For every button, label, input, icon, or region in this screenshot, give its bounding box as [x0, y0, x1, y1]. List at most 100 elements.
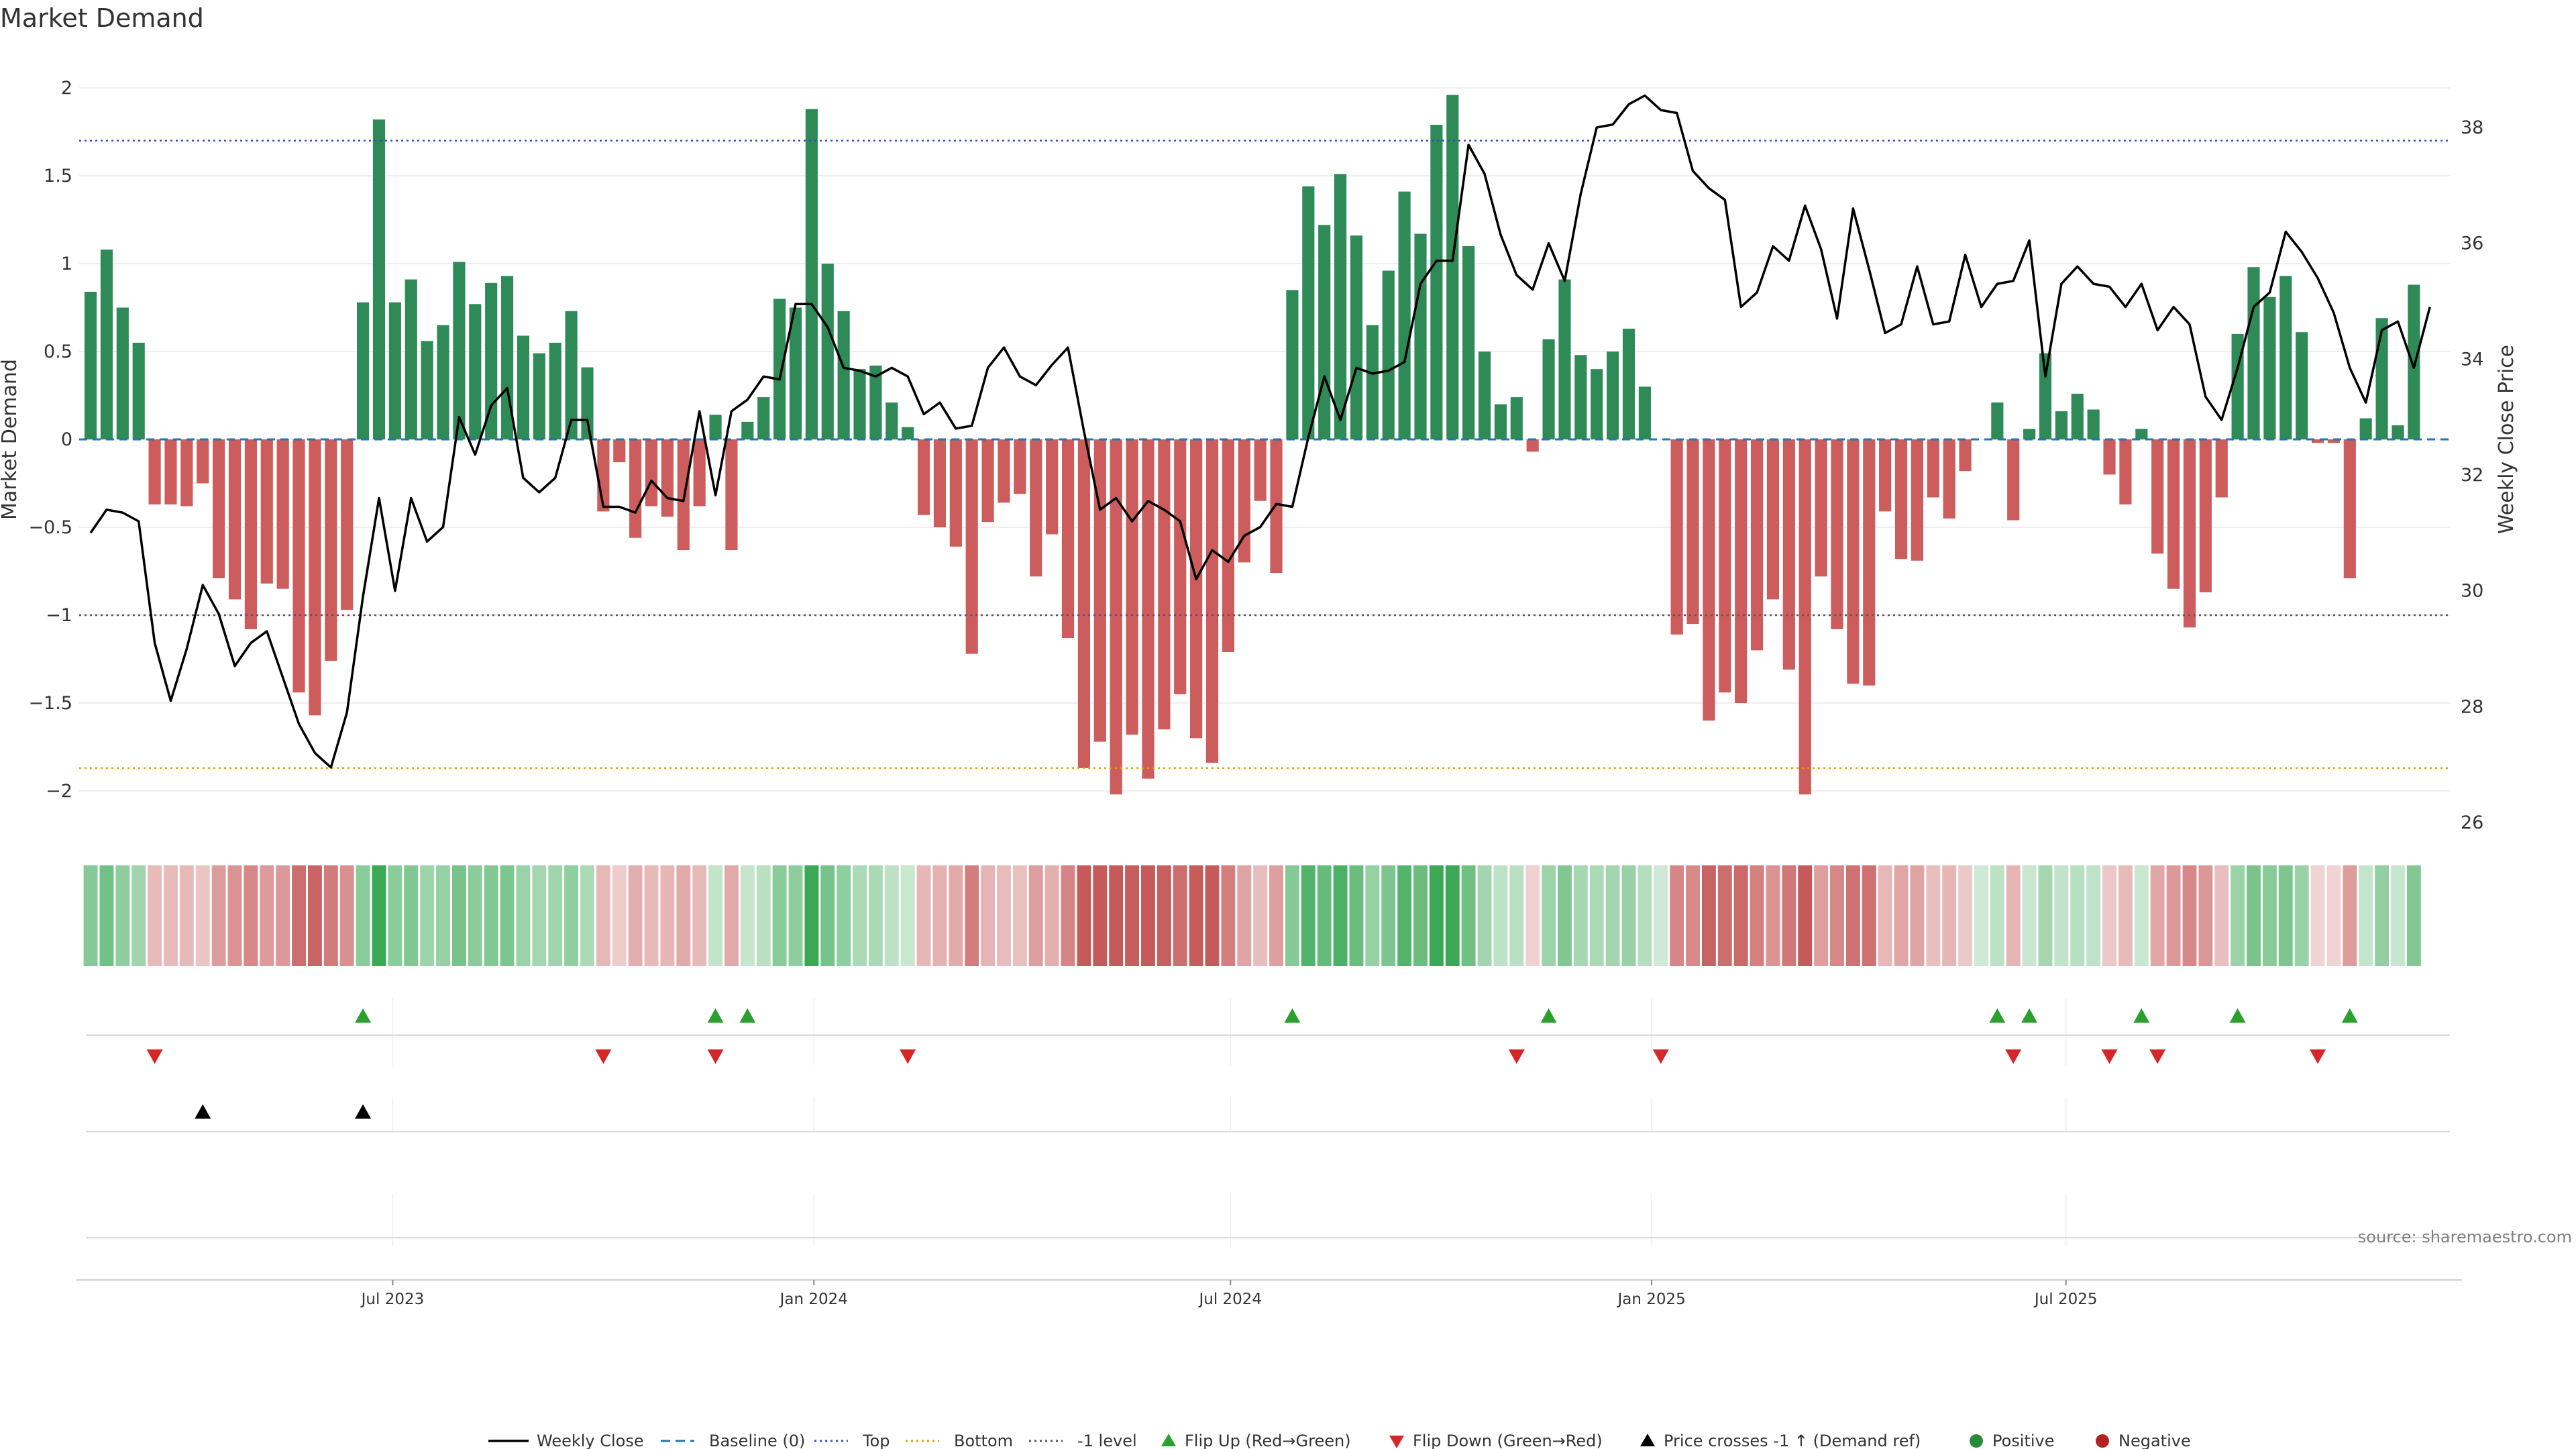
heat-cell: [1413, 865, 1428, 966]
demand-bar-positive: [1350, 235, 1363, 439]
heat-cell: [2231, 865, 2245, 966]
y-tick-label: 0: [61, 429, 72, 450]
heat-cell: [1638, 865, 1652, 966]
heat-cell: [2182, 865, 2197, 966]
demand-bar-positive: [2408, 284, 2420, 439]
demand-bar-negative: [244, 439, 257, 629]
demand-bar-positive: [2296, 332, 2308, 439]
heat-cell: [211, 865, 226, 966]
demand-bar-positive: [805, 109, 818, 439]
heat-cell: [1157, 865, 1171, 966]
heat-cell: [1381, 865, 1396, 966]
demand-bar-negative: [276, 439, 289, 589]
flip-down-marker: [146, 1049, 163, 1064]
demand-bar-positive: [2375, 318, 2388, 439]
flip-down-marker: [1508, 1049, 1525, 1064]
heat-cell: [1093, 865, 1108, 966]
heat-cell: [692, 865, 707, 966]
demand-bar-positive: [565, 311, 578, 439]
demand-bar-negative: [213, 439, 225, 578]
flip-down-marker: [900, 1049, 916, 1064]
x-tick-label: Jan 2024: [779, 1291, 848, 1308]
y-tick-label: 0.5: [44, 341, 72, 362]
heat-cell: [2375, 865, 2390, 966]
flip-up-marker: [2021, 1008, 2038, 1023]
heat-cell: [1493, 865, 1508, 966]
x-tick-label: Jul 2024: [1197, 1291, 1262, 1308]
demand-bar-negative: [1750, 439, 1764, 651]
demand-bar-negative: [1526, 439, 1539, 452]
heat-cell: [1285, 865, 1299, 966]
heat-cell: [548, 865, 563, 966]
demand-bar-positive: [100, 250, 113, 439]
heat-cell: [1942, 865, 1957, 966]
demand-bar-negative: [341, 439, 354, 610]
y-tick-label: −0.5: [28, 517, 72, 538]
heat-cell: [596, 865, 610, 966]
demand-bar-positive: [1334, 174, 1347, 439]
demand-bar-positive: [2071, 393, 2084, 439]
flip-down-marker: [2149, 1049, 2166, 1064]
y2-tick-label: 36: [2461, 233, 2483, 254]
heat-cell: [2326, 865, 2341, 966]
demand-bar-negative: [1766, 439, 1780, 600]
heat-cell: [1830, 865, 1844, 966]
legend-item: Baseline (0): [661, 1432, 805, 1449]
demand-bar-positive: [1286, 290, 1299, 439]
demand-bar-negative: [164, 439, 177, 504]
heat-cell: [772, 865, 787, 966]
heat-cell: [1654, 865, 1668, 966]
demand-bar-positive: [1462, 246, 1475, 439]
demand-bar-negative: [2343, 439, 2356, 578]
demand-bar-positive: [885, 402, 898, 439]
heat-cell: [164, 865, 178, 966]
y2-axis-title: Weekly Close Price: [2495, 345, 2518, 534]
demand-bar-positive: [1991, 402, 2004, 439]
demand-bar-negative: [1093, 439, 1106, 742]
demand-bar-positive: [533, 353, 545, 439]
legend-item: Flip Up (Red→Green): [1161, 1432, 1351, 1449]
demand-bar-negative: [1030, 439, 1042, 577]
heat-cell: [1686, 865, 1700, 966]
heat-cell: [1237, 865, 1252, 966]
heat-cell: [1445, 865, 1460, 966]
heat-cell: [244, 865, 258, 966]
heat-cell: [323, 865, 338, 966]
demand-bar-positive: [2135, 429, 2148, 439]
heat-cell: [1525, 865, 1540, 966]
legend-item: Price crosses -1 ↑ (Demand ref): [1640, 1432, 1921, 1449]
heat-cell: [195, 865, 210, 966]
y-axis-title: Market Demand: [0, 359, 21, 520]
heat-cell: [83, 865, 98, 966]
legend-swatch: [1970, 1434, 1983, 1448]
demand-bar-negative: [2311, 439, 2324, 443]
x-tick-label: Jul 2025: [2033, 1291, 2098, 1308]
legend-label: Flip Down (Green→Red): [1413, 1432, 1603, 1449]
heat-cell: [660, 865, 675, 966]
demand-bar-positive: [2392, 425, 2404, 439]
demand-bar-negative: [260, 439, 273, 584]
heat-cell: [356, 865, 370, 966]
heat-cell: [1845, 865, 1860, 966]
heat-cell: [2166, 865, 2181, 966]
demand-bar-negative: [1879, 439, 1892, 512]
demand-heat-strip: [83, 865, 2421, 966]
heat-cell: [2391, 865, 2405, 966]
heat-cell: [2134, 865, 2149, 966]
heat-cell: [1814, 865, 1829, 966]
weekly-close-line-layer: [89, 94, 2431, 769]
demand-bar-positive: [2039, 353, 2052, 439]
demand-bar-negative: [1238, 439, 1250, 563]
heat-cell: [949, 865, 963, 966]
demand-bar-negative: [725, 439, 738, 551]
demand-bar-negative: [2119, 439, 2132, 504]
heat-cell: [404, 865, 419, 966]
heat-cell: [1670, 865, 1684, 966]
heat-cell: [853, 865, 867, 966]
heat-cell: [2262, 865, 2277, 966]
flip-up-marker: [707, 1008, 724, 1023]
heat-cell: [1061, 865, 1075, 966]
demand-bar-negative: [645, 439, 658, 506]
demand-bar-negative: [933, 439, 947, 527]
